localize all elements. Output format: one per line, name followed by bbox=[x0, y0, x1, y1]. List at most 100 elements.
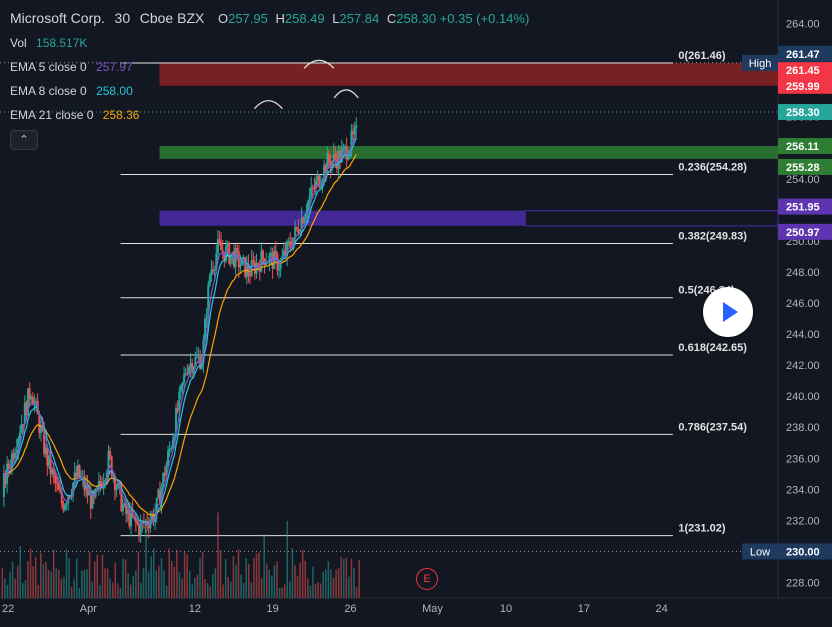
candle-body bbox=[123, 503, 126, 506]
volume-bar bbox=[76, 558, 78, 598]
volume-bar bbox=[355, 587, 358, 598]
volume-bar bbox=[350, 559, 353, 598]
volume-bar bbox=[63, 577, 65, 598]
volume-bar bbox=[24, 580, 27, 598]
candle-body bbox=[334, 153, 337, 160]
symbol-name[interactable]: Microsoft Corp. bbox=[10, 10, 105, 26]
candle-body bbox=[274, 250, 277, 255]
candle-body bbox=[241, 257, 244, 266]
volume-bar bbox=[278, 587, 281, 598]
price-tag bbox=[778, 223, 832, 240]
candle-body bbox=[326, 153, 329, 174]
indicator-vol[interactable]: Vol 158.517K bbox=[10, 36, 87, 50]
candle-body bbox=[2, 473, 5, 498]
indicator-ema21[interactable]: EMA 21 close 0 258.36 bbox=[10, 108, 139, 122]
candle-body bbox=[139, 522, 142, 535]
candle-body bbox=[329, 162, 332, 169]
indicator-ema5[interactable]: EMA 5 close 0 257.97 bbox=[10, 60, 133, 74]
volume-bar bbox=[273, 565, 276, 598]
time-tick-label: Apr bbox=[80, 603, 97, 615]
candle-body bbox=[110, 456, 113, 477]
volume-bar bbox=[255, 553, 258, 598]
volume-bar bbox=[337, 568, 340, 598]
candle-body bbox=[141, 521, 144, 523]
candle-body bbox=[210, 269, 213, 276]
volume-bar bbox=[109, 578, 111, 598]
candle-body bbox=[99, 480, 102, 485]
volume-bar bbox=[60, 578, 63, 598]
candle-body bbox=[162, 472, 165, 487]
price-tag-prefix-text: High bbox=[749, 58, 772, 70]
volume-bar bbox=[34, 557, 37, 598]
candle-body bbox=[179, 385, 182, 392]
candle-body bbox=[305, 213, 308, 218]
interval[interactable]: 30 bbox=[114, 10, 131, 26]
earnings-marker-icon[interactable]: E bbox=[416, 568, 438, 590]
volume-bar bbox=[93, 561, 96, 598]
candle-body bbox=[197, 356, 200, 358]
indicator-label: Vol bbox=[10, 36, 27, 50]
red-zone bbox=[159, 63, 779, 86]
volume-bar bbox=[70, 587, 73, 598]
price-tag-prefix bbox=[742, 543, 778, 560]
candle-body bbox=[324, 165, 327, 174]
candle-body bbox=[113, 475, 116, 490]
candle-body bbox=[46, 447, 49, 466]
volume-bar bbox=[29, 548, 32, 598]
volume-bar bbox=[322, 571, 324, 598]
volume-bar bbox=[73, 579, 75, 598]
candle-body bbox=[112, 475, 115, 477]
price-tag bbox=[778, 158, 832, 175]
price-tag bbox=[778, 45, 832, 62]
volume-bar bbox=[325, 569, 327, 598]
play-replay-button[interactable] bbox=[703, 287, 753, 337]
volume-bar bbox=[68, 558, 70, 598]
volume-bar bbox=[88, 552, 91, 598]
candle-body bbox=[41, 426, 44, 430]
candle-body bbox=[244, 257, 247, 277]
volume-bar bbox=[268, 569, 271, 598]
candle-body bbox=[38, 414, 41, 434]
volume-bar bbox=[283, 584, 286, 598]
candle-body bbox=[73, 472, 76, 483]
volume-bar bbox=[327, 561, 330, 598]
volume-bar bbox=[160, 557, 163, 598]
volume-bar bbox=[19, 545, 22, 598]
volume-bar bbox=[209, 586, 212, 598]
candle-body bbox=[207, 284, 210, 319]
volume-bar bbox=[335, 569, 337, 598]
price-tick-label: 238.00 bbox=[786, 422, 820, 434]
candle-body bbox=[20, 423, 23, 433]
volume-bar bbox=[16, 565, 19, 598]
volume-bar bbox=[212, 574, 214, 598]
volume-bar bbox=[55, 568, 57, 598]
candle-body bbox=[339, 150, 342, 163]
volume-bar bbox=[165, 585, 168, 598]
ema8-line bbox=[3, 137, 357, 525]
candle-body bbox=[186, 373, 189, 375]
symbol-header[interactable]: Microsoft Corp. 30 Cboe BZX O257.95 H258… bbox=[10, 10, 529, 26]
price-tag-text: 261.45 bbox=[786, 65, 820, 77]
volume-bar bbox=[309, 585, 312, 598]
close-label: C bbox=[386, 11, 397, 26]
fib-level-label: 0.236(254.28) bbox=[678, 161, 747, 173]
indicator-ema8[interactable]: EMA 8 close 0 258.00 bbox=[10, 84, 133, 98]
candle-body bbox=[237, 251, 240, 268]
volume-bar bbox=[119, 587, 122, 598]
exchange: Cboe BZX bbox=[139, 10, 205, 26]
volume-bar bbox=[248, 563, 250, 598]
volume-bar bbox=[232, 556, 235, 598]
candle-body bbox=[269, 252, 272, 255]
candle-body bbox=[157, 489, 160, 499]
volume-bar bbox=[289, 581, 291, 598]
candle-body bbox=[72, 482, 75, 496]
volume-bar bbox=[276, 561, 278, 598]
volume-bar bbox=[301, 550, 304, 598]
collapse-legend-button[interactable]: ⌃ bbox=[10, 130, 38, 150]
volume-bar bbox=[296, 575, 299, 598]
volume-bar bbox=[332, 577, 335, 598]
price-tick-label: 248.00 bbox=[786, 267, 820, 279]
candle-body bbox=[289, 241, 292, 247]
